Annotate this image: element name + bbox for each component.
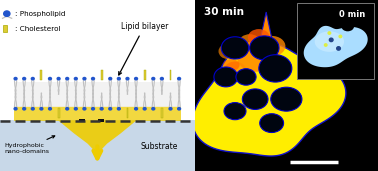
FancyBboxPatch shape xyxy=(98,119,104,122)
Ellipse shape xyxy=(221,37,249,59)
Circle shape xyxy=(91,107,95,111)
Circle shape xyxy=(117,107,121,111)
Ellipse shape xyxy=(231,40,249,56)
Circle shape xyxy=(329,38,333,42)
FancyBboxPatch shape xyxy=(58,108,59,118)
Ellipse shape xyxy=(223,62,247,82)
Circle shape xyxy=(99,107,104,111)
FancyBboxPatch shape xyxy=(0,120,195,171)
Text: Hydrophobic
nano-domains: Hydrophobic nano-domains xyxy=(4,136,55,154)
Ellipse shape xyxy=(239,34,261,51)
Ellipse shape xyxy=(260,114,284,133)
Circle shape xyxy=(31,107,35,111)
Circle shape xyxy=(65,107,70,111)
Polygon shape xyxy=(193,42,346,156)
Polygon shape xyxy=(304,26,368,67)
Circle shape xyxy=(151,107,155,111)
Circle shape xyxy=(48,77,52,81)
FancyBboxPatch shape xyxy=(14,106,181,121)
Circle shape xyxy=(177,107,181,111)
Circle shape xyxy=(31,77,35,81)
Circle shape xyxy=(4,11,10,16)
Circle shape xyxy=(56,77,61,81)
Circle shape xyxy=(160,77,164,81)
Text: Substrate: Substrate xyxy=(140,142,178,151)
Circle shape xyxy=(168,107,173,111)
Circle shape xyxy=(22,77,26,81)
Circle shape xyxy=(134,77,138,81)
Ellipse shape xyxy=(249,36,279,60)
Circle shape xyxy=(117,77,121,81)
Ellipse shape xyxy=(218,44,237,59)
Circle shape xyxy=(108,107,112,111)
Circle shape xyxy=(91,77,95,81)
Circle shape xyxy=(337,47,340,50)
Ellipse shape xyxy=(258,36,285,56)
Ellipse shape xyxy=(341,21,354,31)
Circle shape xyxy=(14,77,18,81)
FancyBboxPatch shape xyxy=(0,0,195,171)
Circle shape xyxy=(39,107,43,111)
Text: : Phospholipid: : Phospholipid xyxy=(15,11,65,17)
Ellipse shape xyxy=(259,55,292,82)
FancyBboxPatch shape xyxy=(144,70,146,80)
FancyBboxPatch shape xyxy=(161,108,163,118)
Circle shape xyxy=(48,107,52,111)
Ellipse shape xyxy=(248,29,270,46)
Ellipse shape xyxy=(242,89,268,109)
FancyBboxPatch shape xyxy=(79,119,85,122)
Text: Lipid bilayer: Lipid bilayer xyxy=(119,22,168,75)
Circle shape xyxy=(151,77,155,81)
Text: 30 min: 30 min xyxy=(204,7,244,17)
Circle shape xyxy=(74,77,78,81)
FancyBboxPatch shape xyxy=(3,25,7,32)
FancyBboxPatch shape xyxy=(170,70,171,80)
FancyBboxPatch shape xyxy=(195,0,378,171)
FancyBboxPatch shape xyxy=(101,70,102,80)
Ellipse shape xyxy=(271,87,302,111)
Ellipse shape xyxy=(315,31,344,52)
FancyBboxPatch shape xyxy=(40,70,42,80)
Circle shape xyxy=(339,35,342,38)
Circle shape xyxy=(82,107,87,111)
Ellipse shape xyxy=(214,67,238,87)
Circle shape xyxy=(108,77,112,81)
Text: 0 min: 0 min xyxy=(339,10,365,19)
FancyBboxPatch shape xyxy=(297,3,374,79)
Circle shape xyxy=(22,107,26,111)
Circle shape xyxy=(14,107,18,111)
Circle shape xyxy=(125,77,130,81)
Polygon shape xyxy=(58,121,136,154)
Ellipse shape xyxy=(236,69,256,85)
Ellipse shape xyxy=(223,59,240,71)
Ellipse shape xyxy=(224,103,246,120)
FancyBboxPatch shape xyxy=(127,108,129,118)
Ellipse shape xyxy=(237,41,274,72)
Circle shape xyxy=(134,107,138,111)
Circle shape xyxy=(82,77,87,81)
Circle shape xyxy=(74,107,78,111)
Circle shape xyxy=(328,32,331,34)
Circle shape xyxy=(65,77,70,81)
Polygon shape xyxy=(261,12,272,38)
Text: : Cholesterol: : Cholesterol xyxy=(15,26,60,32)
Circle shape xyxy=(324,44,327,46)
Circle shape xyxy=(143,107,147,111)
FancyBboxPatch shape xyxy=(14,82,181,107)
Circle shape xyxy=(177,77,181,81)
